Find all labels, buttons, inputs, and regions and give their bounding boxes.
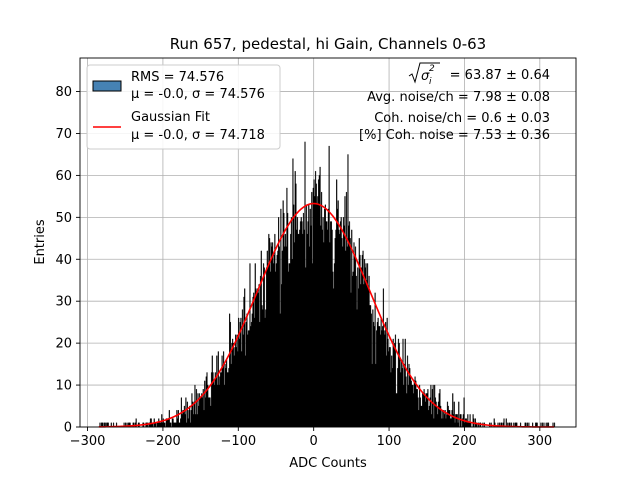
sigma-value: = 63.87 ± 0.64	[450, 68, 550, 83]
y-tick-label: 70	[55, 127, 72, 142]
legend-box	[86, 64, 281, 150]
histogram-bins	[99, 141, 556, 428]
x-tick-label: −200	[145, 434, 181, 449]
x-tick-label: 300	[527, 434, 552, 449]
y-tick-label: 60	[55, 169, 72, 184]
y-tick-label: 50	[55, 211, 72, 226]
legend-histogram-label: RMS = 74.576	[131, 70, 224, 85]
y-axis-label: Entries	[33, 219, 48, 265]
stats-annotations: σ 2 i = 63.87 ± 0.64 Avg. noise/ch = 7.9…	[359, 62, 550, 143]
legend-histogram-stats: μ = -0.0, σ = 74.576	[131, 87, 265, 102]
legend-fit-label: Gaussian Fit	[131, 110, 210, 125]
x-tick-label: 100	[377, 434, 402, 449]
sigma-subscript: i	[429, 77, 432, 87]
x-axis-ticks: −300 −200 −100 0 100 200 300	[70, 427, 552, 449]
plot-frame	[79, 57, 577, 428]
avg-noise-annotation: Avg. noise/ch = 7.98 ± 0.08	[367, 90, 550, 105]
y-tick-label: 10	[55, 379, 72, 394]
sigma-superscript: 2	[429, 64, 435, 74]
gaussian-fit-curve	[98, 202, 555, 428]
x-tick-label: 200	[452, 434, 477, 449]
x-tick-label: −300	[70, 434, 106, 449]
legend: RMS = 74.576 μ = -0.0, σ = 74.576 Gaussi…	[86, 64, 281, 150]
y-tick-label: 0	[64, 421, 72, 436]
y-axis-ticks: 0 10 20 30 40 50 60 70 80	[55, 85, 80, 436]
y-tick-label: 40	[55, 253, 72, 268]
coh-noise-annotation: Coh. noise/ch = 0.6 ± 0.03	[374, 111, 550, 126]
x-tick-label: −100	[220, 434, 256, 449]
coh-noise-pct-annotation: [%] Coh. noise = 7.53 ± 0.36	[359, 128, 550, 143]
legend-histogram-swatch	[92, 80, 122, 92]
legend-fit-stats: μ = -0.0, σ = 74.718	[131, 128, 265, 143]
chart-title: Run 657, pedestal, hi Gain, Channels 0-6…	[170, 35, 486, 53]
sigma-symbol: σ	[421, 69, 430, 84]
x-axis-label: ADC Counts	[289, 456, 367, 471]
y-tick-label: 30	[55, 295, 72, 310]
sqrt-sign	[408, 62, 440, 84]
y-tick-label: 80	[55, 85, 72, 100]
sigma-annotation: σ 2 i = 63.87 ± 0.64	[408, 62, 550, 87]
y-tick-label: 20	[55, 337, 72, 352]
histogram-bars	[99, 141, 556, 428]
x-tick-label: 0	[310, 434, 318, 449]
